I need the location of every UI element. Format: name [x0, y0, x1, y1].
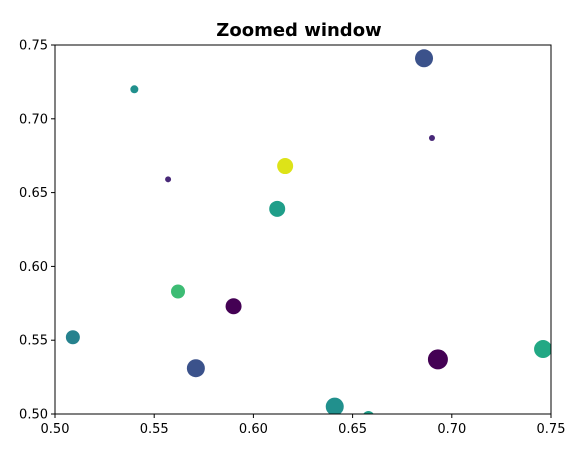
scatter-point — [171, 284, 186, 299]
x-axis: 0.50 0.55 0.60 0.65 0.70 0.75 — [41, 414, 566, 437]
scatter-point — [415, 49, 434, 68]
scatter-point — [186, 359, 205, 378]
scatter-point — [325, 397, 344, 414]
x-tick-label: 0.60 — [239, 422, 268, 437]
x-tick-label: 0.65 — [338, 422, 367, 437]
x-tick-label: 0.70 — [437, 422, 466, 437]
scatter-point — [277, 158, 294, 175]
scatter-point — [225, 298, 242, 315]
scatter-point — [428, 134, 435, 141]
scatter-point — [363, 410, 374, 414]
x-tick-label: 0.50 — [41, 422, 70, 437]
scatter-point — [65, 330, 80, 345]
chart-title: Zoomed window — [216, 20, 381, 41]
y-tick-label: 0.70 — [19, 112, 48, 127]
y-tick-label: 0.60 — [19, 260, 48, 275]
y-tick-label: 0.55 — [19, 334, 48, 349]
scatter-point — [130, 85, 139, 94]
x-tick-label: 0.75 — [537, 422, 566, 437]
y-axis: 0.50 0.55 0.60 0.65 0.70 0.75 — [19, 39, 55, 423]
y-tick-label: 0.75 — [19, 39, 48, 54]
y-tick-label: 0.50 — [19, 408, 48, 423]
points-layer — [65, 49, 551, 414]
x-tick-label: 0.55 — [140, 422, 169, 437]
scatter-point — [534, 340, 551, 359]
scatter-point — [269, 200, 286, 217]
scatter-point — [165, 176, 172, 183]
plot-frame — [54, 44, 552, 415]
y-tick-label: 0.65 — [19, 186, 48, 201]
scatter-point — [427, 349, 448, 370]
